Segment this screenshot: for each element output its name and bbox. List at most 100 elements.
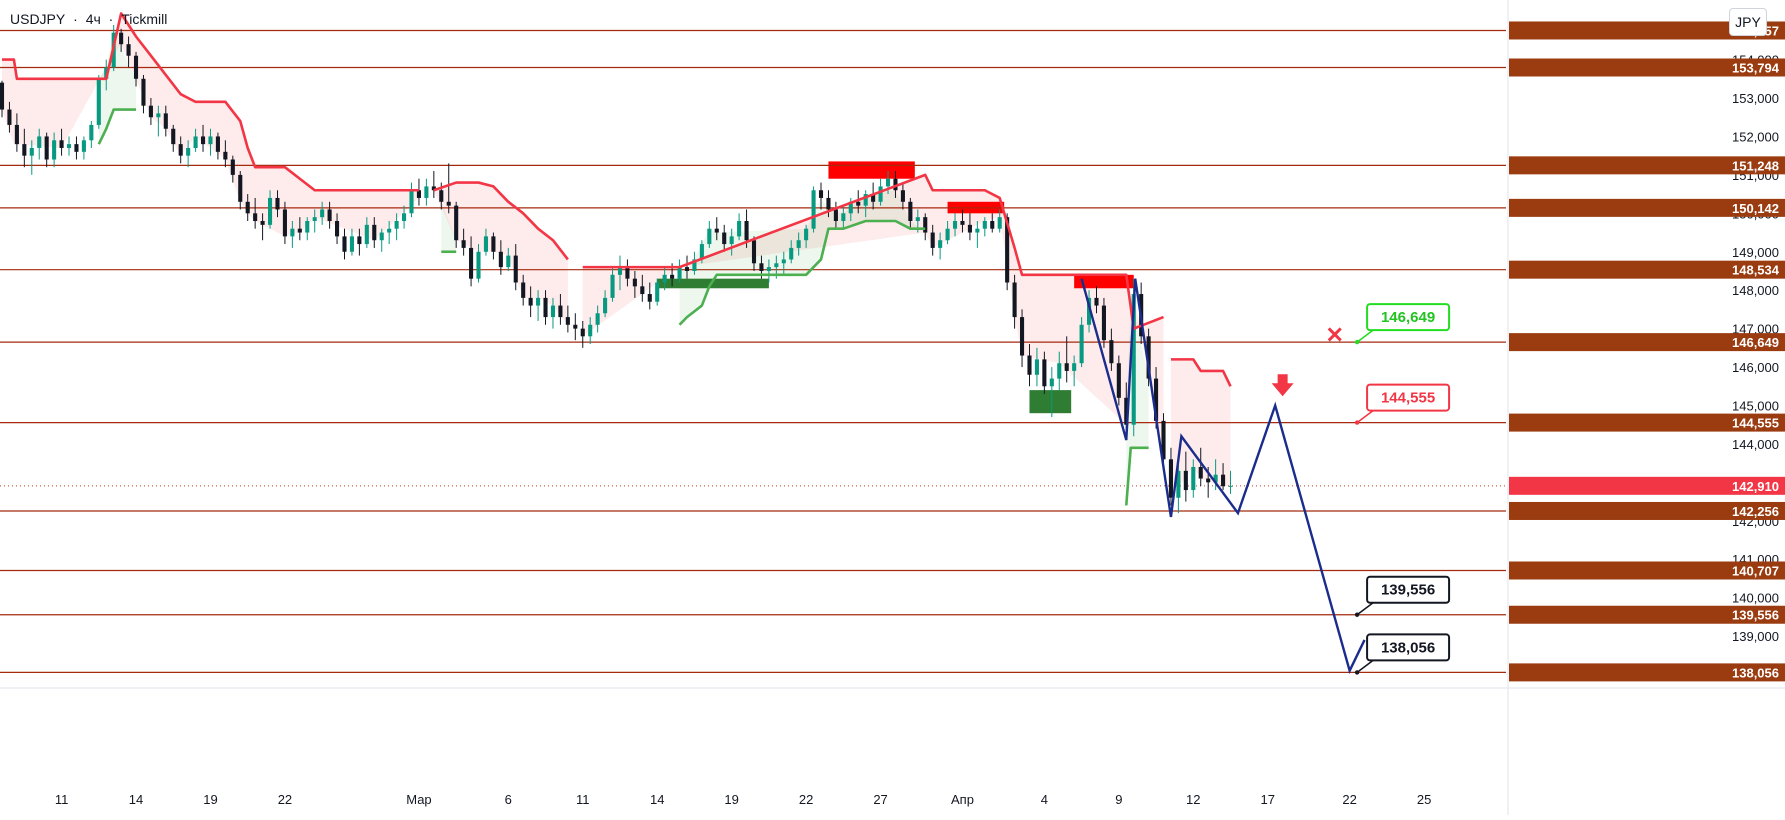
candle-down xyxy=(1116,363,1121,398)
callout-label: 138,056 xyxy=(1381,639,1435,656)
candle-down xyxy=(253,213,258,222)
annotations: 146,649 144,555 139,556 138,056 xyxy=(1271,303,1451,675)
candle-down xyxy=(625,267,630,279)
resistance-line xyxy=(433,181,569,261)
time-tick-label: 14 xyxy=(129,792,143,807)
candle-up xyxy=(662,274,667,283)
candle-down xyxy=(1154,378,1159,421)
time-axis[interactable]: 11 14 19 22 Мар 6 11 14 19 22 27 Апр 4 9 12 17 22 25 xyxy=(0,687,1785,807)
callout-anchor xyxy=(1354,420,1360,425)
trend-lines xyxy=(2,12,1232,506)
candle-down xyxy=(1042,359,1047,387)
candle-up xyxy=(997,217,1002,229)
candle-down xyxy=(1146,336,1151,379)
candle-down xyxy=(372,224,377,241)
candle-up xyxy=(885,178,891,187)
candle-down xyxy=(990,221,995,229)
candle-down xyxy=(126,44,131,56)
supply-zone xyxy=(1074,274,1134,289)
candle-up xyxy=(1049,378,1054,387)
time-tick-label: 19 xyxy=(724,792,738,807)
candle-down xyxy=(967,224,972,233)
level-price-label: 138,056 xyxy=(1732,665,1779,680)
candle-down xyxy=(1109,340,1114,364)
price-tick-label: 149,000 xyxy=(1732,245,1779,260)
level-price-tag xyxy=(1509,413,1785,432)
candle-up xyxy=(186,147,191,156)
candle-up xyxy=(1057,363,1062,379)
candle-down xyxy=(580,328,585,337)
candle-down xyxy=(275,197,280,210)
candle-down xyxy=(856,201,861,206)
candle-down xyxy=(900,190,905,202)
candle-down xyxy=(431,186,436,191)
projection-path xyxy=(1080,278,1366,675)
candle-down xyxy=(215,136,220,152)
candle-up xyxy=(66,144,72,148)
candle-down xyxy=(565,317,570,325)
candle-down xyxy=(14,124,19,145)
candle-down xyxy=(759,263,764,271)
level-price-tag xyxy=(1509,605,1785,624)
candle-down xyxy=(178,144,183,156)
candle-up xyxy=(29,147,34,156)
candle-up xyxy=(156,113,161,118)
candle-down xyxy=(1206,478,1211,483)
price-tick-label: 152,000 xyxy=(1732,129,1779,144)
level-lines xyxy=(0,29,1506,673)
candle-up xyxy=(1072,363,1077,371)
candle-down xyxy=(960,221,965,225)
level-price-label: 142,256 xyxy=(1732,504,1779,519)
candle-up xyxy=(550,305,556,318)
candle-down xyxy=(684,267,690,271)
candle-down xyxy=(59,140,64,148)
candle-down xyxy=(297,228,302,233)
time-tick-label: 11 xyxy=(55,792,69,807)
candle-up xyxy=(89,124,94,141)
candle-up xyxy=(945,228,950,241)
candle-down xyxy=(439,190,444,202)
level-price-label: 151,248 xyxy=(1732,158,1779,173)
level-price-tag xyxy=(1509,561,1785,580)
level-price-label: 150,142 xyxy=(1732,201,1779,216)
time-tick-label: 27 xyxy=(873,792,887,807)
level-price-label: 146,649 xyxy=(1732,335,1779,350)
candle-down xyxy=(558,305,563,318)
time-tick-label: 4 xyxy=(1041,792,1048,807)
candle-down xyxy=(714,228,719,233)
candle-up xyxy=(483,236,489,252)
candle-up xyxy=(1228,485,1233,487)
level-price-label: 153,794 xyxy=(1732,60,1780,75)
time-tick-label: 6 xyxy=(505,792,512,807)
callout-leader xyxy=(1356,410,1374,424)
candle-down xyxy=(498,251,503,268)
interval-label[interactable]: 4ч xyxy=(85,11,101,27)
candle-up xyxy=(394,221,399,229)
time-tick-label: 9 xyxy=(1115,792,1122,807)
candle-up xyxy=(1131,294,1136,425)
candle-down xyxy=(1019,317,1025,356)
candle-down xyxy=(647,294,652,302)
candle-down xyxy=(74,144,79,152)
price-axis[interactable]: 154,000153,000152,000151,000150,000149,0… xyxy=(1507,0,1785,815)
currency-button[interactable]: JPY xyxy=(1729,8,1767,36)
time-tick-label: 22 xyxy=(1342,792,1356,807)
time-tick-label: 25 xyxy=(1417,792,1431,807)
candle-down xyxy=(930,232,935,248)
candle-up xyxy=(766,267,771,271)
candle-up xyxy=(387,228,392,233)
resistance-fill xyxy=(433,182,568,325)
demand-zone xyxy=(657,278,769,289)
candle-up xyxy=(379,232,384,241)
candle-up xyxy=(848,201,853,214)
candle-up xyxy=(655,282,660,302)
candle-down xyxy=(640,286,645,295)
callout-label: 144,555 xyxy=(1381,390,1435,407)
level-price-tag xyxy=(1509,501,1785,520)
symbol-label[interactable]: USDJPY xyxy=(10,11,66,27)
candle-up xyxy=(1213,474,1218,483)
projection xyxy=(1080,278,1366,675)
candle-up xyxy=(737,221,742,237)
